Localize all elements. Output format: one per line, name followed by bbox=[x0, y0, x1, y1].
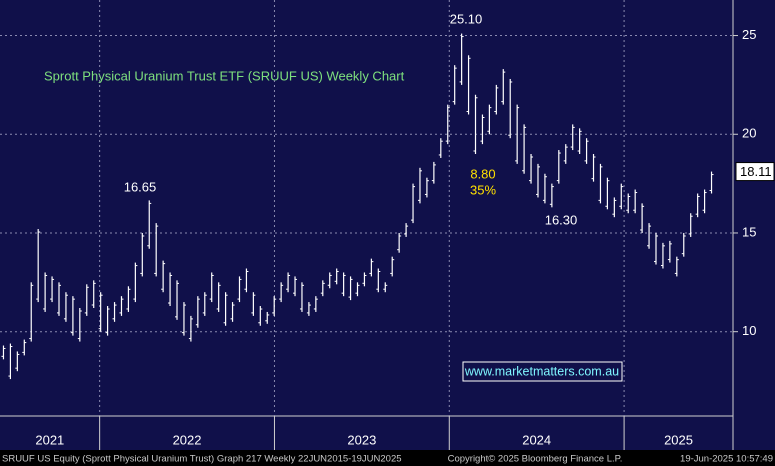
x-tick-label: 2024 bbox=[522, 432, 551, 447]
footer-bar bbox=[0, 450, 775, 466]
y-tick-label: 25 bbox=[742, 27, 756, 42]
footer-text: 19-Jun-2025 10:57:49 bbox=[680, 454, 773, 465]
y-tick-label: 10 bbox=[742, 323, 756, 338]
y-tick-label: 20 bbox=[742, 126, 756, 141]
x-tick-label: 2022 bbox=[173, 432, 202, 447]
x-tick-label: 2023 bbox=[347, 432, 376, 447]
annotation: 16.30 bbox=[545, 212, 578, 227]
annotation: 25.10 bbox=[450, 11, 483, 26]
annotation: 8.80 bbox=[470, 166, 495, 181]
x-tick-label: 2021 bbox=[35, 432, 64, 447]
footer-text: SRUUF US Equity (Sprott Physical Uranium… bbox=[2, 454, 402, 465]
background bbox=[0, 0, 775, 450]
chart-title: Sprott Physical Uranium Trust ETF (SRUUF… bbox=[44, 68, 405, 83]
last-price-label: 18.11 bbox=[740, 164, 772, 179]
annotation: 35% bbox=[470, 182, 496, 197]
watermark-box bbox=[462, 361, 623, 382]
watermark: www.marketmatters.com.au bbox=[464, 364, 619, 378]
y-tick-label: 15 bbox=[742, 224, 756, 239]
annotation: 16.65 bbox=[124, 179, 157, 194]
footer-text: Copyright© 2025 Bloomberg Finance L.P. bbox=[448, 454, 623, 465]
x-tick-label: 2025 bbox=[664, 432, 693, 447]
last-price-box bbox=[735, 162, 775, 182]
